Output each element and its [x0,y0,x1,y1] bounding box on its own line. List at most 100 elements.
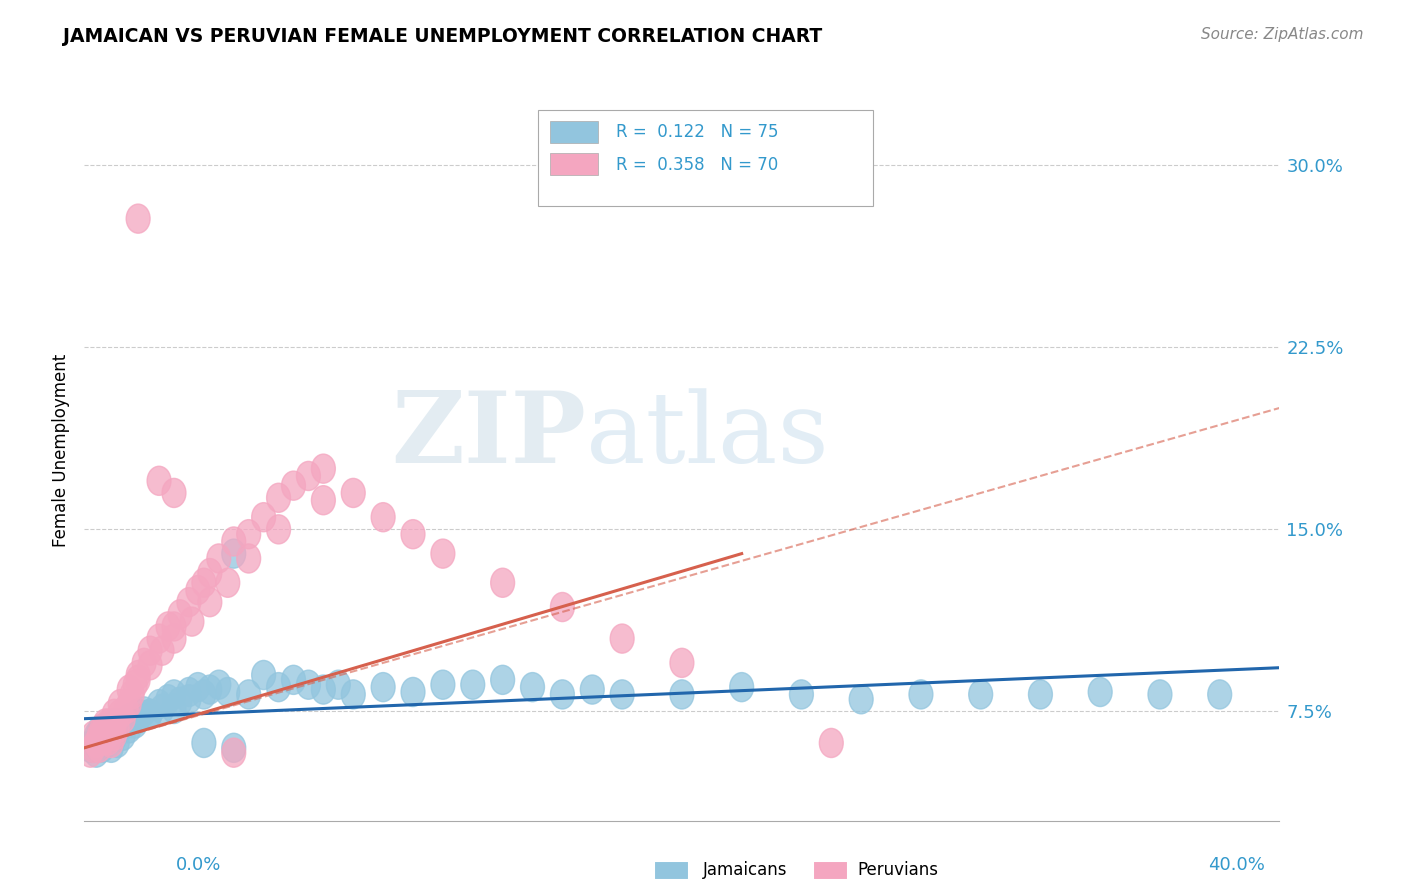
Ellipse shape [162,624,186,653]
Ellipse shape [148,467,172,495]
Ellipse shape [96,726,121,756]
Ellipse shape [461,670,485,699]
Ellipse shape [79,733,103,763]
Ellipse shape [910,680,934,709]
Ellipse shape [193,568,217,598]
Text: 0.0%: 0.0% [176,856,221,874]
Ellipse shape [186,575,209,605]
Bar [551,153,599,175]
Ellipse shape [105,729,129,757]
Ellipse shape [371,673,395,702]
Ellipse shape [401,677,425,706]
Ellipse shape [127,660,150,690]
Text: R =  0.122   N = 75: R = 0.122 N = 75 [616,123,779,141]
Ellipse shape [222,738,246,767]
Ellipse shape [156,612,180,641]
Ellipse shape [193,729,217,757]
Ellipse shape [103,714,127,743]
Ellipse shape [342,478,366,508]
Ellipse shape [162,478,186,508]
Ellipse shape [207,670,231,699]
Ellipse shape [90,714,114,743]
Ellipse shape [93,721,117,750]
Ellipse shape [849,685,873,714]
Ellipse shape [520,673,544,702]
Ellipse shape [297,670,321,699]
Ellipse shape [127,665,150,694]
Text: 40.0%: 40.0% [1209,856,1265,874]
Ellipse shape [217,677,240,706]
Text: ZIP: ZIP [391,387,586,484]
Ellipse shape [121,704,145,733]
Text: JAMAICAN VS PERUVIAN FEMALE UNEMPLOYMENT CORRELATION CHART: JAMAICAN VS PERUVIAN FEMALE UNEMPLOYMENT… [63,27,823,45]
Ellipse shape [103,709,127,738]
Ellipse shape [96,716,121,746]
Ellipse shape [127,204,150,233]
Ellipse shape [87,733,111,763]
Ellipse shape [127,704,150,733]
Ellipse shape [138,699,162,729]
Ellipse shape [90,726,114,756]
Ellipse shape [103,721,127,750]
Ellipse shape [198,588,222,616]
Ellipse shape [103,709,127,738]
Ellipse shape [551,680,575,709]
Ellipse shape [108,709,132,738]
Ellipse shape [96,726,121,756]
Ellipse shape [114,709,138,738]
Ellipse shape [401,520,425,549]
Ellipse shape [100,721,124,750]
Ellipse shape [103,723,127,753]
Ellipse shape [138,651,162,680]
Ellipse shape [108,699,132,729]
Ellipse shape [162,680,186,709]
Ellipse shape [671,680,695,709]
Ellipse shape [1029,680,1053,709]
Ellipse shape [156,685,180,714]
Ellipse shape [222,527,246,556]
Ellipse shape [236,520,260,549]
Ellipse shape [222,733,246,763]
Ellipse shape [138,636,162,665]
Ellipse shape [169,599,191,629]
Ellipse shape [124,670,148,699]
Text: Source: ZipAtlas.com: Source: ZipAtlas.com [1201,27,1364,42]
Ellipse shape [1088,677,1112,706]
Text: Peruvians: Peruvians [858,861,939,879]
Ellipse shape [790,680,814,709]
Ellipse shape [198,675,222,704]
Ellipse shape [82,733,105,763]
Ellipse shape [87,716,111,746]
Ellipse shape [117,704,141,733]
Ellipse shape [177,685,201,714]
Ellipse shape [96,714,121,743]
Bar [538,110,873,206]
Ellipse shape [148,624,172,653]
Ellipse shape [252,660,276,690]
Ellipse shape [342,680,366,709]
Ellipse shape [207,544,231,573]
Ellipse shape [84,738,108,767]
Y-axis label: Female Unemployment: Female Unemployment [52,354,70,547]
Ellipse shape [217,568,240,598]
Ellipse shape [281,665,305,694]
Ellipse shape [82,721,105,750]
Ellipse shape [432,539,456,568]
Ellipse shape [193,680,217,709]
Ellipse shape [671,648,695,677]
Ellipse shape [103,699,127,729]
Ellipse shape [222,539,246,568]
Text: Jamaicans: Jamaicans [703,861,787,879]
Ellipse shape [124,709,148,738]
Ellipse shape [177,588,201,616]
Ellipse shape [312,454,336,483]
Ellipse shape [267,673,291,702]
Ellipse shape [491,568,515,598]
Ellipse shape [117,675,141,704]
Ellipse shape [148,690,172,719]
Ellipse shape [100,729,124,757]
Text: atlas: atlas [586,388,830,483]
Ellipse shape [132,697,156,726]
Ellipse shape [117,690,141,719]
Ellipse shape [117,714,141,743]
